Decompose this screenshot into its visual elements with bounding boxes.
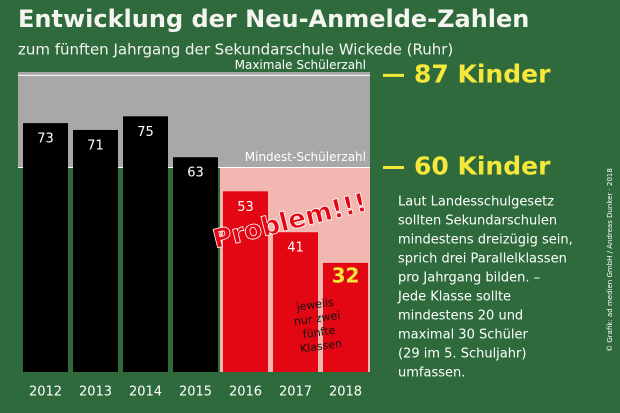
- x-tick-label: 2017: [279, 385, 312, 400]
- note-line: Klassen: [299, 337, 343, 356]
- value-label: 63: [187, 166, 204, 181]
- body-line: Jede Klasse sollte: [397, 290, 511, 305]
- body-line: sollten Sekundarschulen: [398, 214, 557, 229]
- chart-title: Entwicklung der Neu-Anmelde-Zahlen: [18, 5, 529, 33]
- body-line: sprich drei Parallelklassen: [398, 252, 567, 267]
- bar: [23, 123, 68, 373]
- note-line: jeweils: [295, 296, 335, 314]
- x-tick-label: 2012: [29, 385, 62, 400]
- value-label: 32: [332, 263, 360, 287]
- bar: [173, 157, 218, 372]
- chart-subtitle: zum fünften Jahrgang der Sekundarschule …: [18, 41, 453, 59]
- value-label: 71: [87, 138, 104, 153]
- x-tick-label: 2013: [79, 385, 112, 400]
- threshold-label: Maximale Schülerzahl: [235, 58, 366, 72]
- x-tick-label: 2016: [229, 385, 262, 400]
- threshold-annotation: 60 Kinder: [414, 151, 551, 180]
- note-line: fünfte: [302, 324, 336, 341]
- x-tick-label: 2015: [179, 385, 212, 400]
- bar: [273, 232, 318, 372]
- body-line: umfassen.: [398, 366, 465, 381]
- note-line: nur zwei: [293, 309, 341, 328]
- bar: [73, 129, 118, 372]
- body-line: mindestens dreizügig sein,: [398, 233, 573, 248]
- value-label: 41: [287, 241, 304, 256]
- body-line: pro Jahrgang bilden. –: [398, 271, 540, 286]
- value-label: 75: [137, 125, 154, 140]
- threshold-annotation: 87 Kinder: [414, 59, 551, 88]
- value-label: 53: [237, 200, 254, 215]
- body-line: (29 im 5. Schuljahr): [398, 347, 526, 362]
- x-tick-label: 2014: [129, 385, 162, 400]
- x-tick-label: 2018: [329, 385, 362, 400]
- body-line: maximal 30 Schüler: [398, 328, 528, 343]
- body-line: Laut Landesschulgesetz: [398, 195, 554, 210]
- body-line: mindestens 20 und: [398, 309, 523, 324]
- credit: © Grafik: ad medien GmbH / Andreas Dunke…: [606, 168, 614, 352]
- bar: [323, 262, 368, 372]
- threshold-label: Mindest-Schülerzahl: [245, 150, 366, 164]
- bar: [123, 116, 168, 373]
- value-label: 73: [37, 132, 54, 147]
- bar: [223, 191, 268, 372]
